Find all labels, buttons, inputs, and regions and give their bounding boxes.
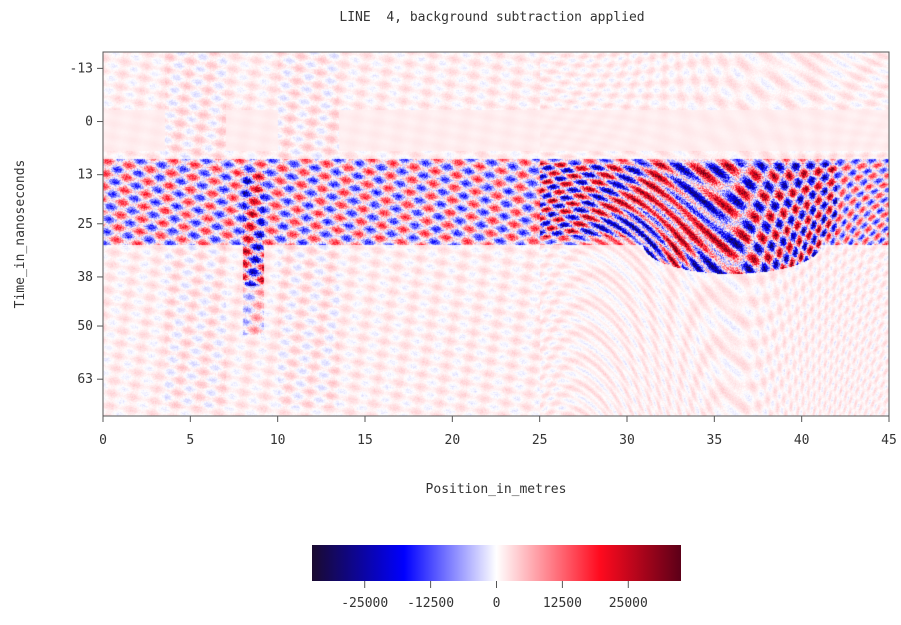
colorbar-tick-label: 12500 xyxy=(543,596,582,611)
x-tick-label: 20 xyxy=(445,433,461,448)
x-tick-label: 35 xyxy=(707,433,723,448)
colorbar-tick-label: -25000 xyxy=(341,596,388,611)
y-axis-label: Time_in_nanoseconds xyxy=(13,160,28,309)
x-tick-label: 30 xyxy=(619,433,635,448)
x-tick-label: 5 xyxy=(186,433,194,448)
colorbar-tick-label: -12500 xyxy=(407,596,454,611)
x-axis: 0 5 10 15 20 25 30 35 40 45 xyxy=(99,416,897,448)
y-tick-label: -13 xyxy=(70,61,93,76)
chart-title: LINE 4, background subtraction applied xyxy=(339,10,644,25)
y-tick-label: 50 xyxy=(77,319,93,334)
x-tick-label: 45 xyxy=(881,433,897,448)
x-tick-label: 25 xyxy=(532,433,548,448)
x-tick-label: 0 xyxy=(99,433,107,448)
y-tick-label: 38 xyxy=(77,270,93,285)
heatmap-image xyxy=(103,52,889,416)
x-tick-label: 40 xyxy=(794,433,810,448)
y-tick-label: 25 xyxy=(77,217,93,232)
colorbar xyxy=(312,545,681,581)
y-tick-label: 0 xyxy=(85,115,93,130)
y-tick-label: 63 xyxy=(77,372,93,387)
x-tick-label: 15 xyxy=(357,433,373,448)
colorbar-tick-label: 0 xyxy=(493,596,501,611)
y-tick-label: 13 xyxy=(77,168,93,183)
plot-frame xyxy=(102,51,890,417)
colorbar-tick-label: 25000 xyxy=(609,596,648,611)
colorbar-axis: -25000 -12500 0 12500 25000 xyxy=(341,581,648,611)
x-tick-label: 10 xyxy=(270,433,286,448)
y-axis: -13 0 13 25 38 50 63 xyxy=(70,61,103,387)
x-axis-label: Position_in_metres xyxy=(426,482,567,497)
heatmap-raster xyxy=(103,52,889,416)
